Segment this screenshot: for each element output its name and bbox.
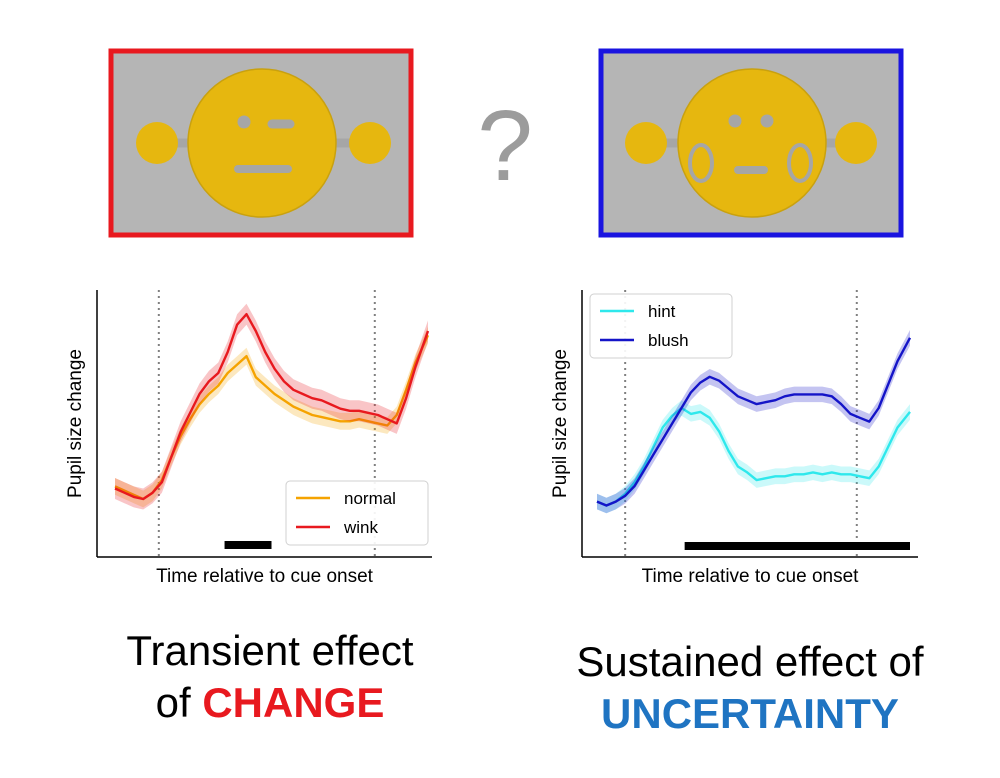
face-circle [187, 68, 337, 218]
normal-confidence-band [115, 326, 428, 508]
question-mark: ? [477, 90, 533, 202]
normal-legend-label: normal [344, 489, 396, 508]
significance-bar [224, 541, 272, 549]
uncertainty-caption-line1: Sustained effect of [576, 638, 924, 685]
y-axis-label: Pupil size change [550, 349, 571, 498]
right-blush-oval [787, 143, 813, 183]
uncertainty-face-panel [598, 48, 904, 238]
change-face-panel [108, 48, 414, 238]
face-circle [677, 68, 827, 218]
uncertainty-caption-line2: UNCERTAINTY [530, 688, 970, 740]
left-ear-circle [136, 122, 178, 164]
x-axis-label: Time relative to cue onset [156, 566, 374, 587]
blush-series-line [596, 337, 912, 507]
left-blush-oval [688, 143, 714, 183]
x-axis-label: Time relative to cue onset [642, 566, 860, 587]
blush-confidence-band [597, 330, 910, 514]
change-caption: Transient effect of CHANGE [60, 625, 480, 729]
right-ear-circle [835, 122, 877, 164]
hint-series-line [596, 406, 911, 507]
significance-bar [684, 542, 910, 550]
uncertainty-pupil-chart: Time relative to cue onset Pupil size cha… [550, 290, 918, 587]
eye-dot [760, 114, 774, 128]
right-ear-circle [349, 122, 391, 164]
wink-legend-label: wink [343, 518, 379, 537]
wink-confidence-band [115, 303, 428, 510]
y-axis-label: Pupil size change [65, 349, 86, 498]
blush-legend-label: blush [648, 331, 689, 350]
wink-series-line [114, 313, 430, 501]
legend: hint blush [589, 293, 733, 359]
change-keyword: CHANGE [202, 679, 385, 726]
eye-dot [728, 114, 742, 128]
change-caption-line1: Transient effect [126, 627, 414, 674]
left-ear-circle [625, 122, 667, 164]
change-pupil-chart: Time relative to cue onset Pupil size cha… [65, 290, 432, 587]
uncertainty-caption: Sustained effect of UNCERTAINTY [530, 636, 970, 740]
eye-dot [237, 115, 251, 129]
legend: normal wink [285, 480, 429, 546]
uncertainty-keyword: UNCERTAINTY [601, 690, 899, 737]
change-caption-prefix: of [155, 679, 203, 726]
hint-legend-label: hint [648, 302, 676, 321]
change-caption-line2: of CHANGE [60, 677, 480, 729]
